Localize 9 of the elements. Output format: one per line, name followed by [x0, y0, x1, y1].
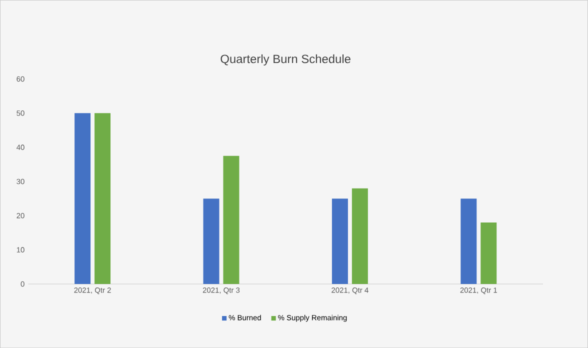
bar: [94, 113, 111, 284]
bar: [203, 198, 220, 284]
bar: [74, 113, 91, 284]
bar: [480, 222, 497, 284]
chart-title: Quarterly Burn Schedule: [220, 54, 350, 66]
bar: [352, 188, 368, 284]
bar: [460, 198, 477, 284]
bar: [223, 156, 240, 284]
bar: [332, 198, 348, 284]
